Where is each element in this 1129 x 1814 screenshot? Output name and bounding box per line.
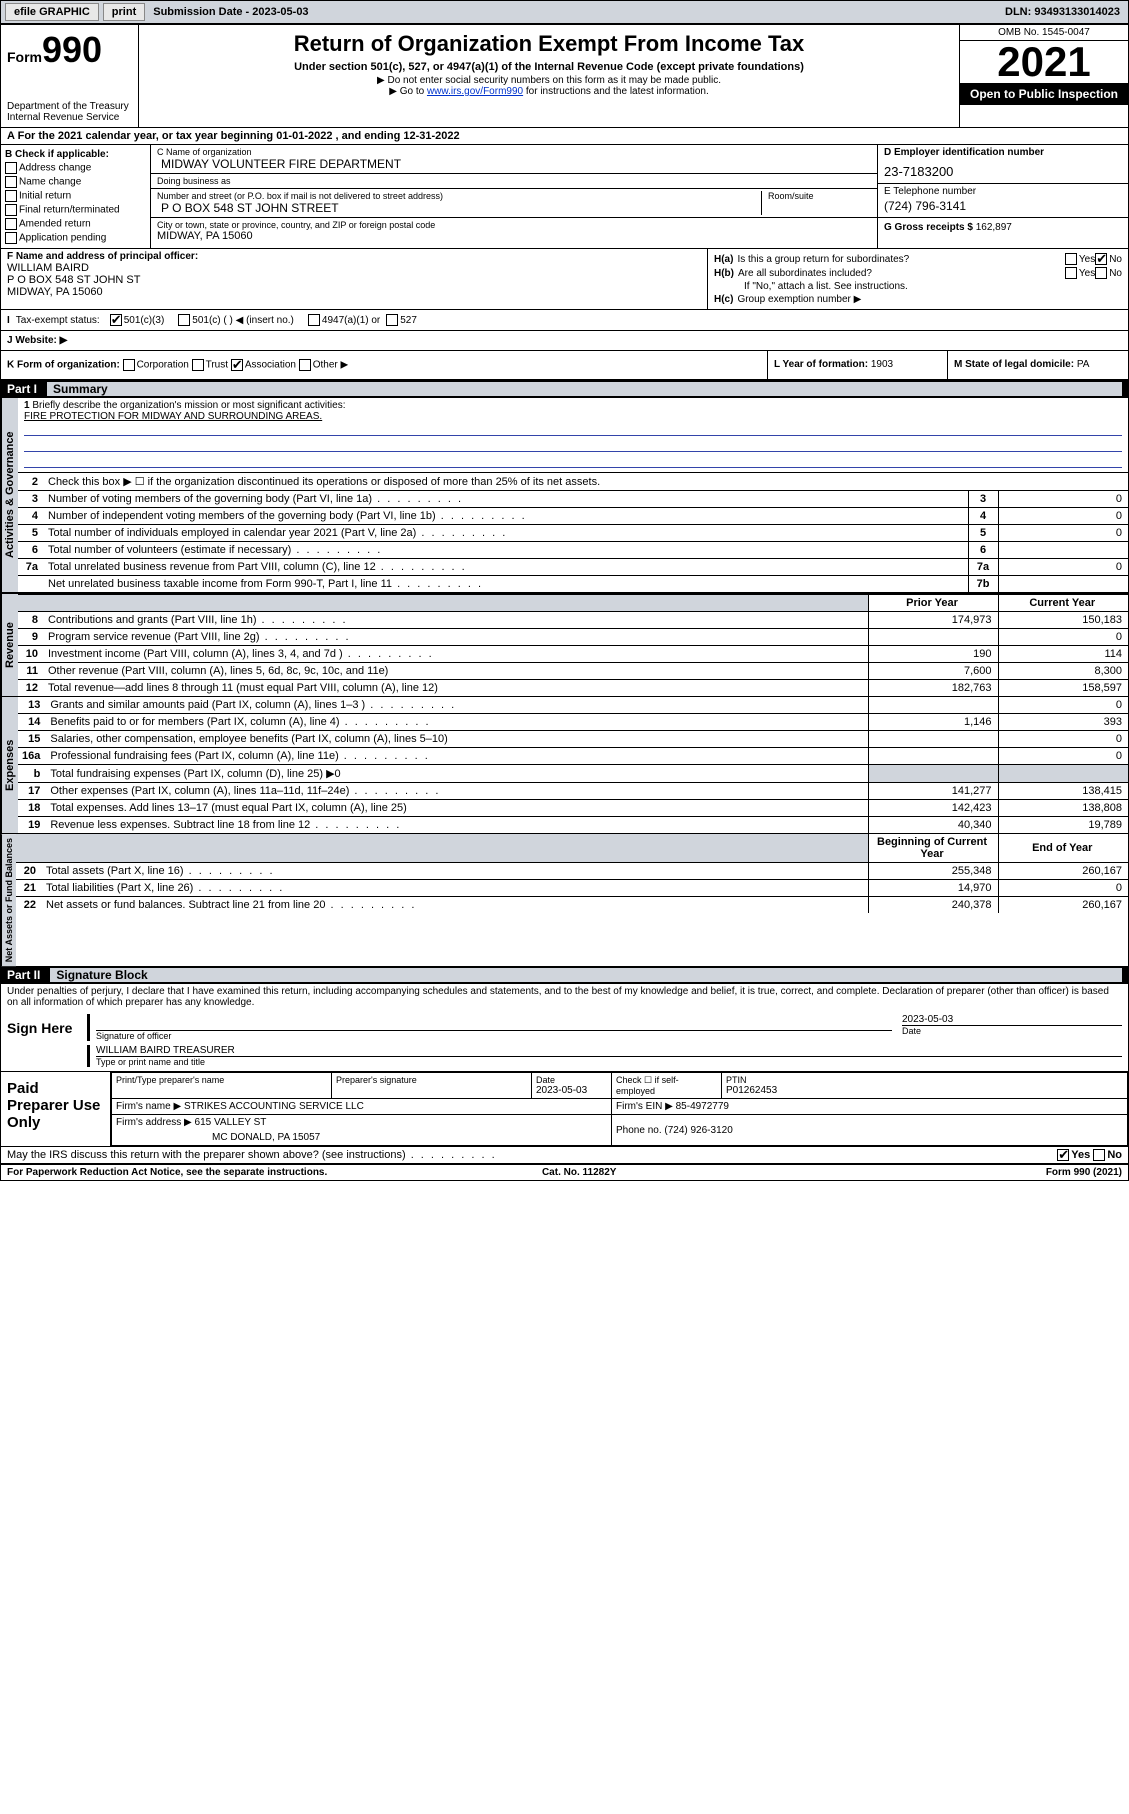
- hb-no[interactable]: [1095, 267, 1107, 279]
- discuss-row: May the IRS discuss this return with the…: [1, 1147, 1128, 1165]
- chk-assoc[interactable]: [231, 359, 243, 371]
- side-activities: Activities & Governance: [1, 398, 18, 592]
- footer: For Paperwork Reduction Act Notice, see …: [1, 1165, 1128, 1180]
- form-title: Return of Organization Exempt From Incom…: [147, 31, 951, 57]
- chk-4947[interactable]: [308, 314, 320, 326]
- part2-hdr: Part IISignature Block: [1, 966, 1128, 984]
- irs-link[interactable]: www.irs.gov/Form990: [427, 86, 523, 97]
- declaration: Under penalties of perjury, I declare th…: [1, 984, 1128, 1010]
- form-990: Form990 Department of the Treasury Inter…: [0, 24, 1129, 1181]
- chk-trust[interactable]: [192, 359, 204, 371]
- dln: DLN: 93493133014023: [1005, 6, 1120, 18]
- hdr-right: OMB No. 1545-0047 2021 Open to Public In…: [960, 25, 1128, 127]
- cell-K: K Form of organization: Corporation Trus…: [1, 351, 768, 379]
- chk-final[interactable]: [5, 204, 17, 216]
- ha-no[interactable]: [1095, 253, 1107, 265]
- col-C: C Name of organizationMIDWAY VOLUNTEER F…: [151, 145, 878, 248]
- chk-501c3[interactable]: [110, 314, 122, 326]
- chk-other[interactable]: [299, 359, 311, 371]
- row-A: A For the 2021 calendar year, or tax yea…: [1, 128, 1128, 145]
- row-J: J Website: ▶: [1, 331, 1128, 351]
- table-revenue: Prior YearCurrent Year 8Contributions an…: [18, 594, 1128, 696]
- hb-yes[interactable]: [1065, 267, 1077, 279]
- discuss-yes[interactable]: [1057, 1149, 1069, 1161]
- sign-here: Sign Here: [1, 1010, 81, 1071]
- efile-btn[interactable]: efile GRAPHIC: [5, 3, 99, 21]
- table-expenses: 13Grants and similar amounts paid (Part …: [18, 697, 1128, 833]
- part1-hdr: Part ISummary: [1, 380, 1128, 398]
- chk-name[interactable]: [5, 176, 17, 188]
- chk-corp[interactable]: [123, 359, 135, 371]
- col-F: F Name and address of principal officer:…: [1, 249, 708, 309]
- chk-app[interactable]: [5, 232, 17, 244]
- table-net: Beginning of Current YearEnd of Year 20T…: [16, 834, 1128, 913]
- side-expenses: Expenses: [1, 697, 18, 833]
- chk-addr[interactable]: [5, 162, 17, 174]
- side-net: Net Assets or Fund Balances: [1, 834, 16, 966]
- chk-init[interactable]: [5, 190, 17, 202]
- col-D: D Employer identification number23-71832…: [878, 145, 1128, 248]
- table-gov: 2Check this box ▶ ☐ if the organization …: [18, 472, 1128, 592]
- cell-L: L Year of formation: 1903: [768, 351, 948, 379]
- chk-527[interactable]: [386, 314, 398, 326]
- sub-lbl: Submission Date - 2023-05-03: [153, 6, 308, 18]
- row-I: ITax-exempt status: 501(c)(3) 501(c) ( )…: [1, 310, 1128, 331]
- topbar: efile GRAPHIC print Submission Date - 20…: [0, 0, 1129, 24]
- print-btn[interactable]: print: [103, 3, 145, 21]
- discuss-no[interactable]: [1093, 1149, 1105, 1161]
- hdr-mid: Return of Organization Exempt From Incom…: [139, 25, 960, 127]
- cell-M: M State of legal domicile: PA: [948, 351, 1128, 379]
- col-H: H(a)Is this a group return for subordina…: [708, 249, 1128, 309]
- ha-yes[interactable]: [1065, 253, 1077, 265]
- side-revenue: Revenue: [1, 594, 18, 696]
- chk-501c[interactable]: [178, 314, 190, 326]
- hdr-left: Form990 Department of the Treasury Inter…: [1, 25, 139, 127]
- chk-amend[interactable]: [5, 218, 17, 230]
- paid-table: Print/Type preparer's name Preparer's si…: [111, 1072, 1128, 1146]
- paid-preparer: Paid Preparer Use Only: [1, 1072, 111, 1146]
- col-B: B Check if applicable: Address change Na…: [1, 145, 151, 248]
